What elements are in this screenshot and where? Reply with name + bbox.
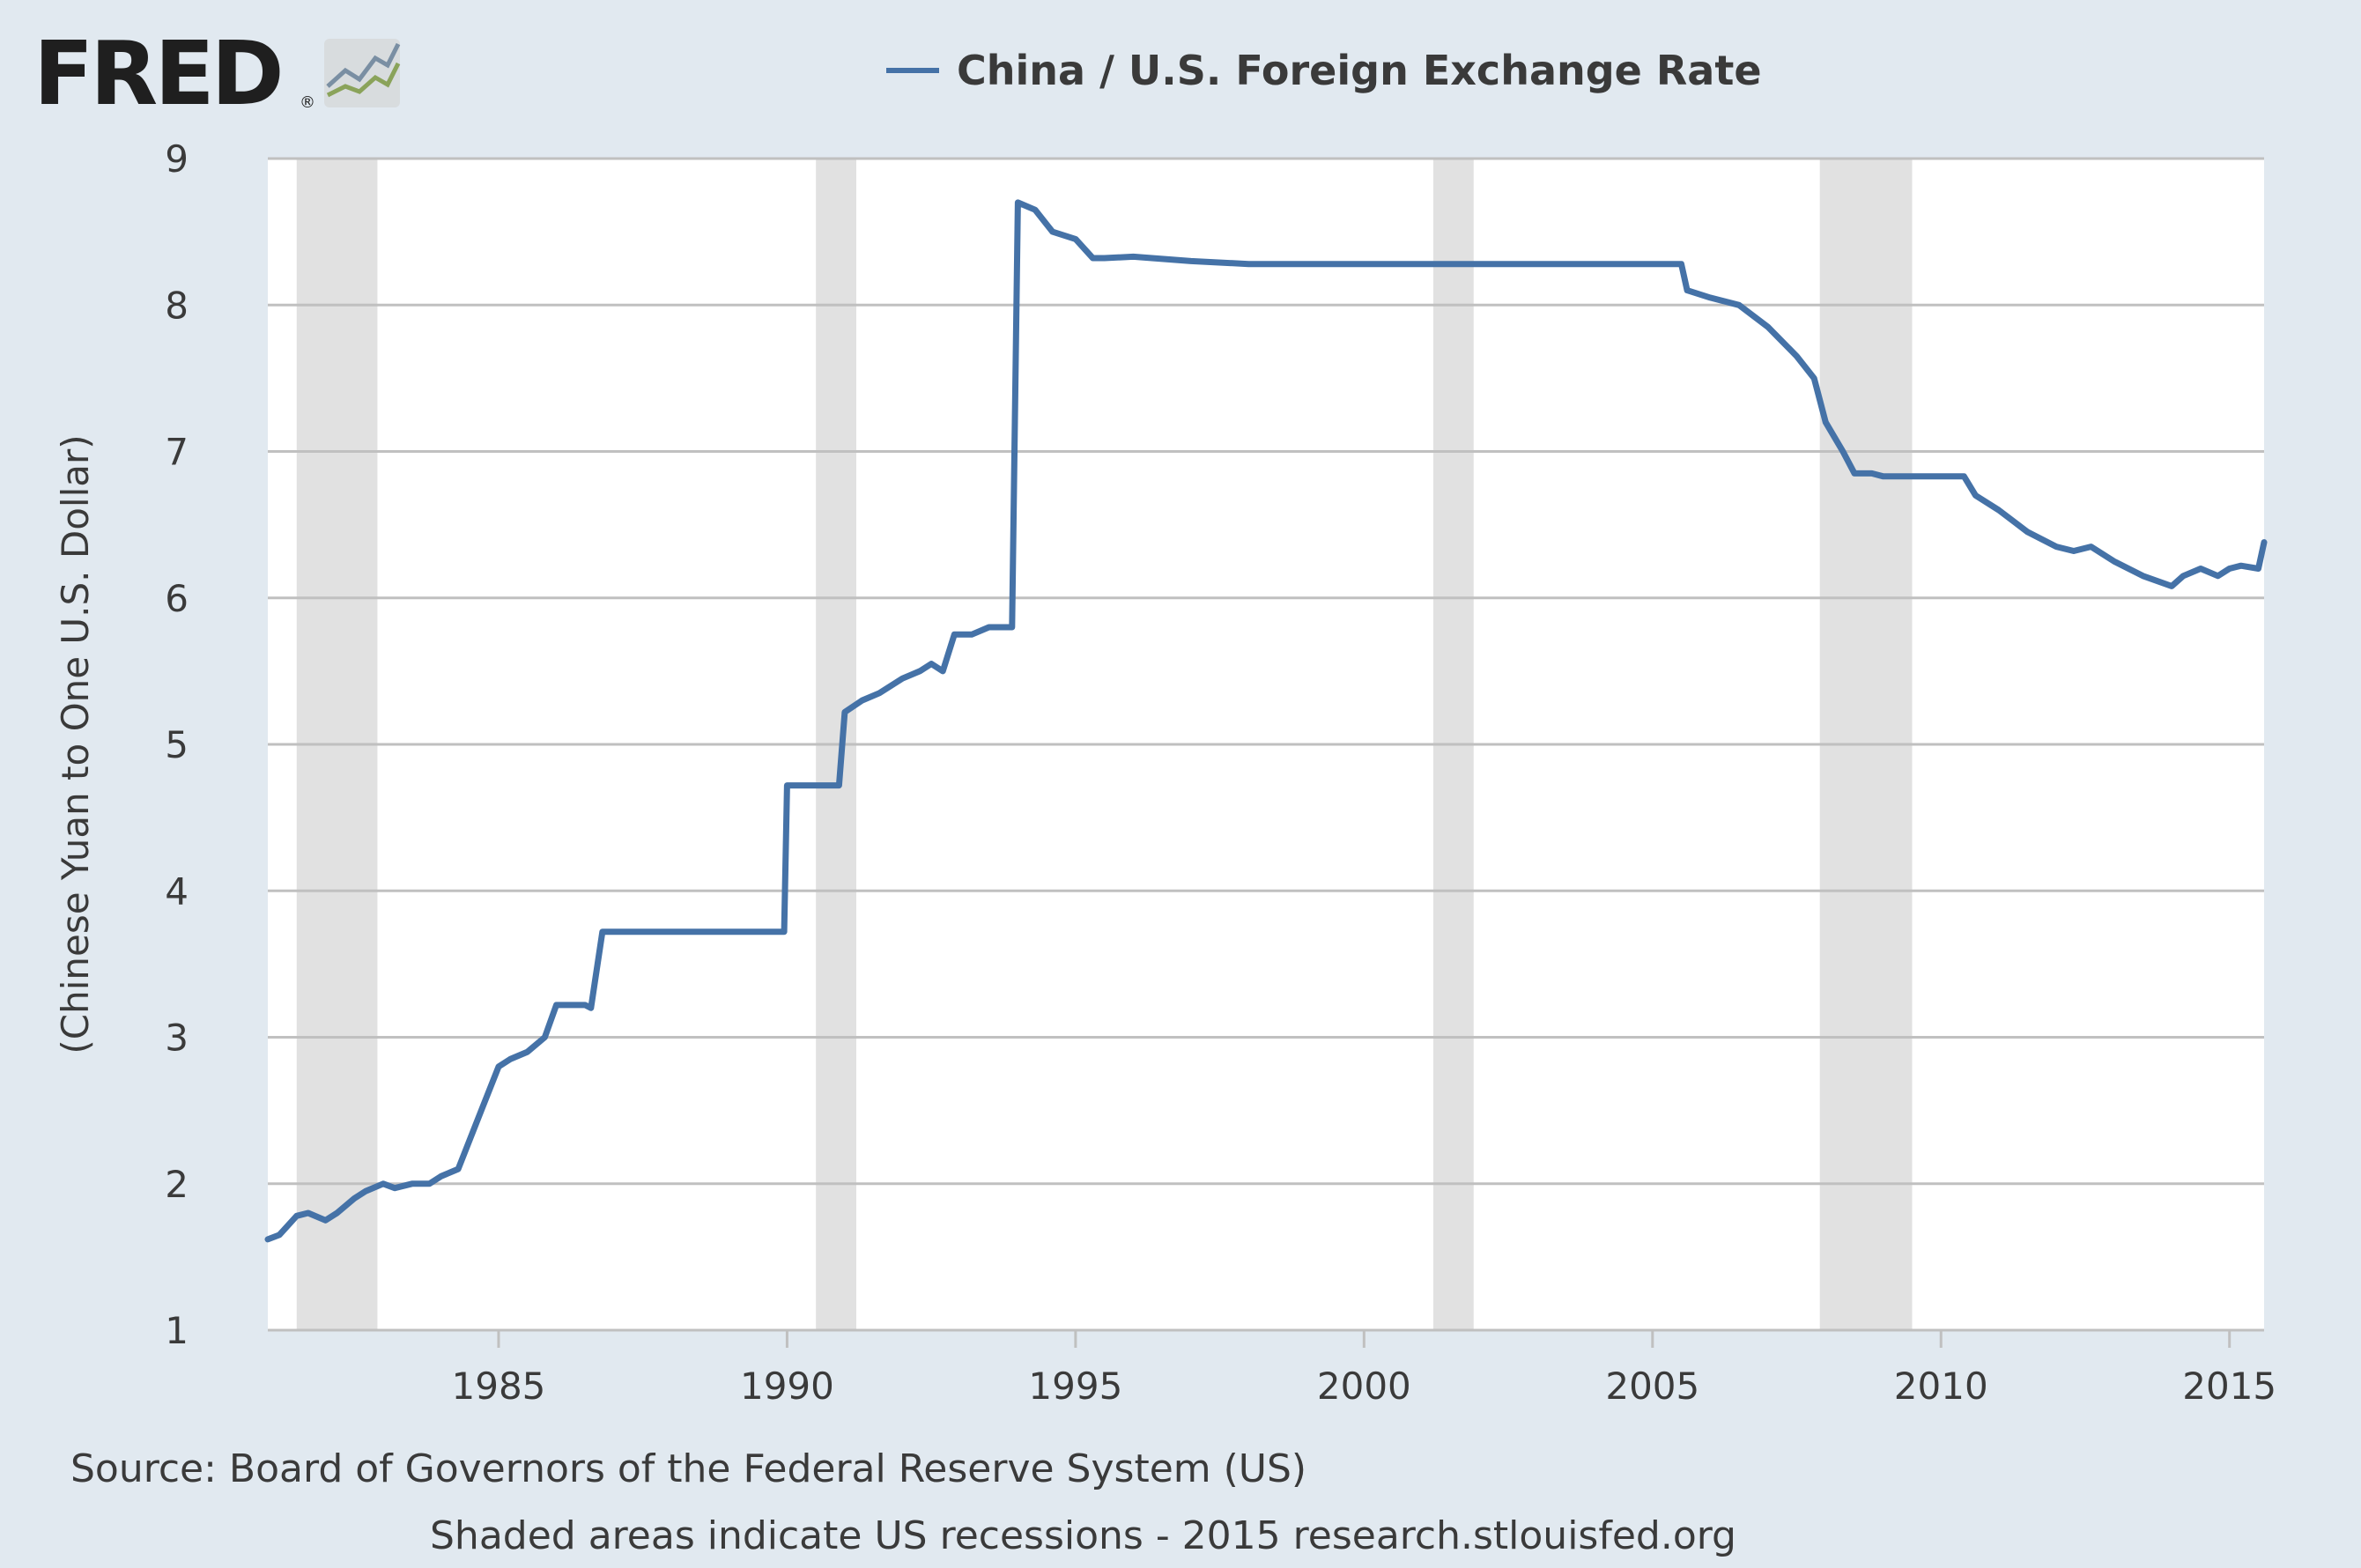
y-tick-label: 1 bbox=[165, 1309, 189, 1352]
y-tick-label: 5 bbox=[165, 723, 189, 766]
y-tick-label: 9 bbox=[165, 137, 189, 181]
legend: China / U.S. Foreign Exchange Rate bbox=[886, 47, 1762, 94]
x-axis-ticks: 1985 1990 1995 2000 2005 2010 2015 bbox=[452, 1330, 2276, 1408]
registered-mark: ® bbox=[300, 93, 315, 112]
x-tick-label: 2000 bbox=[1317, 1365, 1411, 1408]
x-tick-label: 2015 bbox=[2182, 1365, 2276, 1408]
recession-note: Shaded areas indicate US recessions - 20… bbox=[430, 1513, 1736, 1558]
x-tick-label: 1995 bbox=[1028, 1365, 1122, 1408]
x-tick-label: 1985 bbox=[452, 1365, 546, 1408]
series-layer bbox=[264, 199, 2268, 1243]
legend-label: China / U.S. Foreign Exchange Rate bbox=[957, 47, 1762, 94]
gridlines bbox=[268, 157, 2264, 1332]
fred-graph-icon bbox=[324, 39, 401, 107]
series-line bbox=[264, 199, 2268, 1243]
y-axis-ticks: 1 2 3 4 5 6 7 8 9 bbox=[165, 137, 189, 1352]
y-axis-title: (Chinese Yuan to One U.S. Dollar) bbox=[54, 434, 97, 1054]
source-text: Source: Board of Governors of the Federa… bbox=[70, 1446, 1306, 1491]
y-tick-label: 6 bbox=[165, 577, 189, 620]
x-tick-label: 2010 bbox=[1894, 1365, 1988, 1408]
x-tick-label: 1990 bbox=[740, 1365, 834, 1408]
x-tick-label: 2005 bbox=[1605, 1365, 1699, 1408]
y-tick-label: 2 bbox=[165, 1163, 189, 1206]
fred-wordmark: FRED bbox=[33, 22, 281, 125]
y-tick-label: 3 bbox=[165, 1017, 189, 1060]
fred-logo[interactable]: FRED ® bbox=[33, 22, 401, 125]
y-tick-label: 4 bbox=[165, 869, 189, 913]
y-tick-label: 7 bbox=[165, 431, 189, 474]
y-tick-label: 8 bbox=[165, 284, 189, 327]
